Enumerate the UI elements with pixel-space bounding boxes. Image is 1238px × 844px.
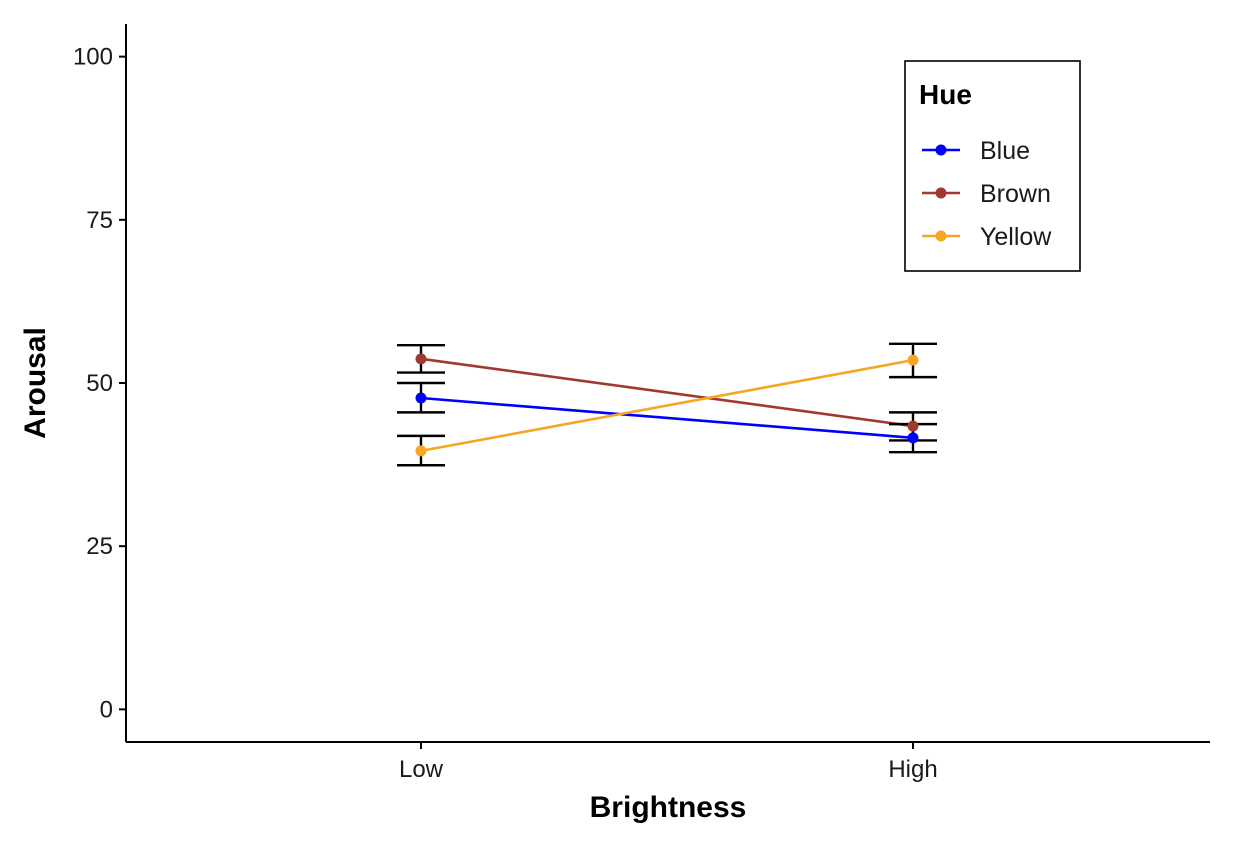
y-tick-label: 50: [86, 370, 113, 397]
legend-key-point: [935, 230, 947, 242]
x-tick-label: Low: [399, 756, 444, 783]
data-point-blue: [907, 432, 919, 444]
y-ticks: 0 25 50 75 100: [73, 44, 126, 723]
y-tick-label: 0: [100, 696, 113, 723]
data-point-yellow: [907, 354, 919, 366]
series-line-brown: [420, 357, 914, 428]
legend-items: Blue Brown Yellow: [922, 137, 1052, 251]
data-point-yellow: [415, 445, 427, 457]
series-line-yellow: [420, 358, 914, 453]
series-line-blue: [420, 396, 914, 440]
legend-label: Yellow: [980, 223, 1052, 251]
legend-key-point: [935, 187, 947, 199]
y-tick-label: 75: [86, 207, 113, 234]
series-lines: [420, 357, 914, 453]
x-axis-title: Brightness: [590, 791, 747, 824]
legend-key-point: [935, 144, 947, 156]
x-ticks: Low High: [399, 742, 938, 783]
data-point-blue: [415, 392, 427, 404]
legend-title: Hue: [919, 79, 972, 110]
legend-label: Blue: [980, 137, 1030, 165]
x-tick-label: High: [888, 756, 937, 783]
data-point-brown: [415, 353, 427, 365]
points: [415, 353, 919, 457]
y-tick-label: 25: [86, 533, 113, 560]
data-point-brown: [907, 420, 919, 432]
y-axis-title: Arousal: [19, 327, 52, 439]
legend-label: Brown: [980, 180, 1051, 208]
y-tick-label: 100: [73, 44, 113, 71]
legend: Hue Blue Brown Yellow: [904, 60, 1081, 272]
